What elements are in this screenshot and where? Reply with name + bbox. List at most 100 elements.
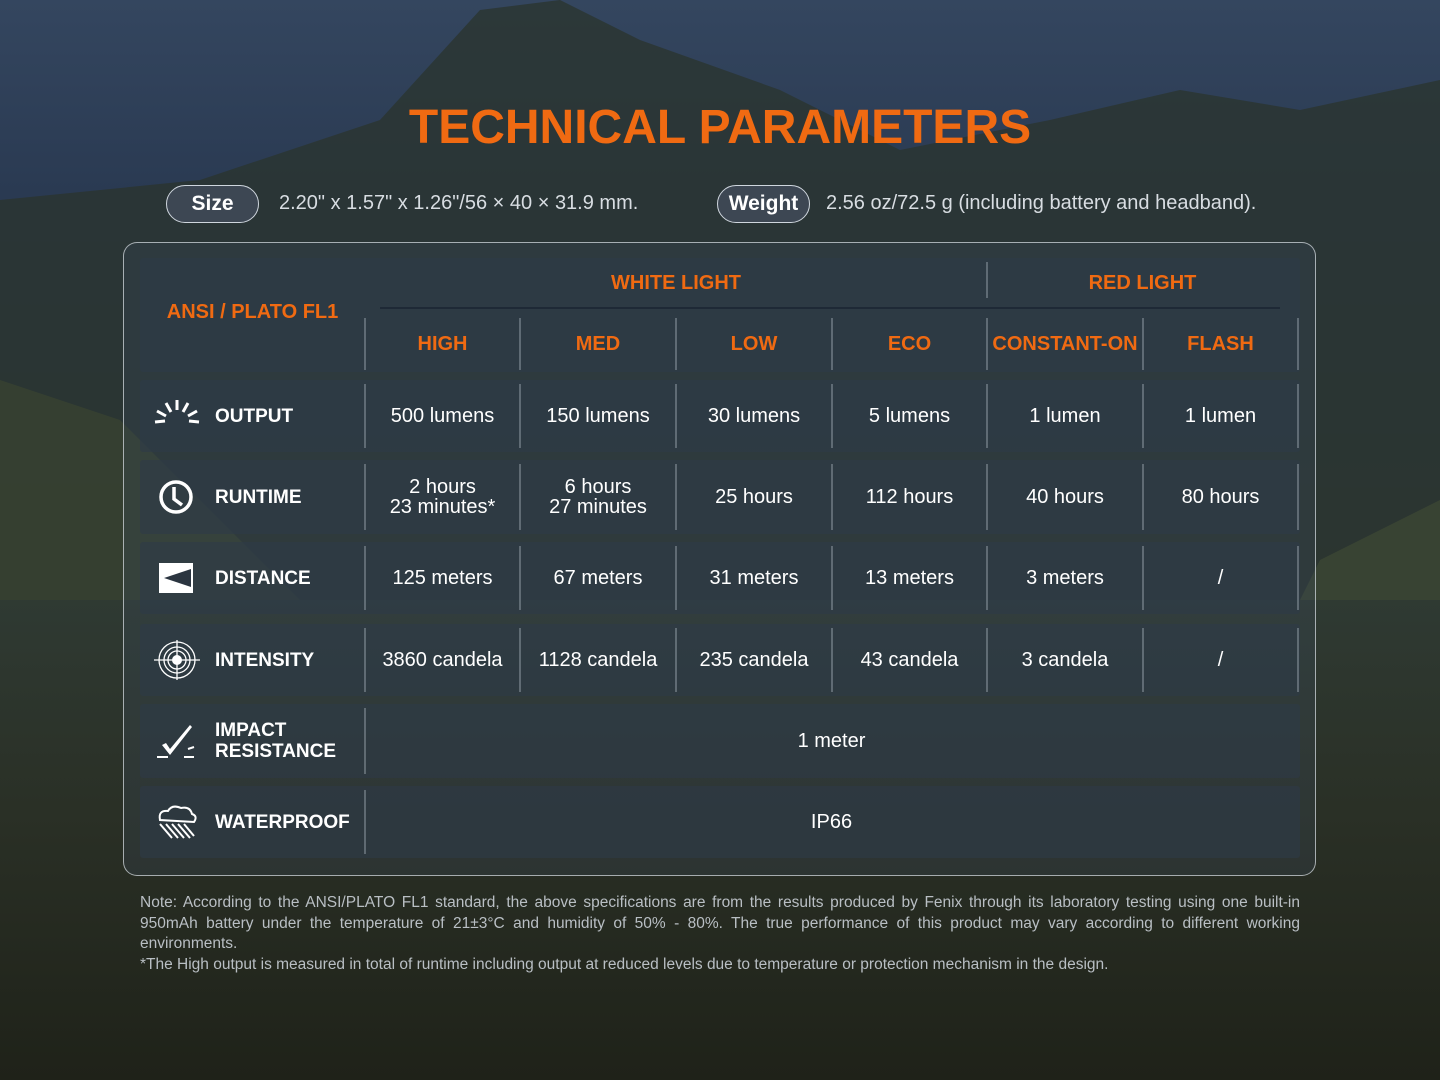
table-row: [140, 542, 1300, 614]
row-value: 2 hours 23 minutes*: [389, 476, 496, 518]
row-value: 500 lumens: [390, 405, 495, 427]
divider: [831, 464, 833, 530]
mode-header-flash: FLASH: [1187, 333, 1254, 355]
footnote: Note: According to the ANSI/PLATO FL1 st…: [140, 893, 1300, 975]
divider: [1142, 628, 1144, 692]
row-value: 125 meters: [392, 567, 493, 589]
mode-header-high: HIGH: [417, 333, 468, 355]
divider: [519, 628, 521, 692]
size-badge: Size: [166, 185, 259, 223]
table-row: [140, 624, 1300, 696]
row-label: WATERPROOF: [215, 811, 350, 833]
impact-icon: [157, 725, 195, 758]
row-value: 5 lumens: [868, 405, 951, 427]
divider: [1297, 464, 1299, 530]
header-row: [140, 258, 1300, 372]
divider: [1297, 318, 1299, 370]
row-value: 67 meters: [553, 567, 643, 589]
clock-icon: [159, 480, 193, 514]
divider: [1297, 384, 1299, 448]
row-value: 1 meter: [797, 730, 866, 752]
divider: [986, 464, 988, 530]
divider: [986, 546, 988, 610]
row-value: 1 lumen: [1184, 405, 1257, 427]
row-value: 112 hours: [865, 486, 954, 508]
row-value: /: [1217, 649, 1224, 671]
mode-header-constant-on: CONSTANT-ON: [992, 333, 1138, 355]
row-value: 6 hours 27 minutes: [549, 476, 647, 518]
divider: [364, 546, 366, 610]
mode-header-low: LOW: [730, 333, 778, 355]
divider: [986, 318, 988, 370]
row-value: 43 candela: [860, 649, 959, 671]
group-red-light: RED LIGHT: [1088, 272, 1197, 294]
weight-badge: Weight: [717, 185, 810, 223]
note-asterisk: *The High output is measured in total of…: [140, 955, 1109, 973]
beam-distance-icon: [159, 563, 193, 593]
row-value: IP66: [810, 811, 853, 833]
divider: [675, 384, 677, 448]
divider: [831, 318, 833, 370]
size-value: 2.20" x 1.57" x 1.26"/56 × 40 × 31.9 mm.: [279, 192, 639, 214]
row-value: 3860 candela: [382, 649, 503, 671]
row-label: DISTANCE: [215, 567, 311, 589]
divider: [675, 318, 677, 370]
row-label: OUTPUT: [215, 405, 294, 427]
divider: [1142, 464, 1144, 530]
mode-header-eco: ECO: [887, 333, 932, 355]
divider: [519, 464, 521, 530]
divider: [364, 628, 366, 692]
row-value: 1128 candela: [538, 649, 658, 671]
note-text: Note: According to the ANSI/PLATO FL1 st…: [140, 894, 1300, 952]
row-value: 3 meters: [1026, 567, 1104, 589]
row-value: 13 meters: [865, 567, 954, 589]
rain-cloud-icon: [158, 805, 197, 839]
table-row: [140, 786, 1300, 858]
row-value: 30 lumens: [707, 405, 801, 427]
table-row: [140, 460, 1300, 534]
row-value: 31 meters: [709, 567, 799, 589]
divider: [1297, 546, 1299, 610]
divider: [519, 384, 521, 448]
row-value: 150 lumens: [546, 405, 650, 427]
row-label: IMPACT RESISTANCE: [215, 720, 337, 762]
divider: [380, 307, 1280, 309]
divider: [364, 384, 366, 448]
row-value: 3 candela: [1021, 649, 1109, 671]
divider: [519, 318, 521, 370]
page-title: TECHNICAL PARAMETERS: [408, 101, 1032, 154]
row-label: INTENSITY: [215, 649, 315, 671]
divider: [986, 384, 988, 448]
divider: [364, 318, 366, 370]
divider: [1142, 384, 1144, 448]
divider: [364, 708, 366, 774]
divider: [1142, 318, 1144, 370]
divider: [675, 546, 677, 610]
row-value: 1 lumen: [1029, 405, 1101, 427]
divider: [1297, 628, 1299, 692]
divider: [364, 790, 366, 854]
divider: [519, 546, 521, 610]
table-row: [140, 704, 1300, 778]
divider: [986, 262, 988, 298]
sunburst-icon: [154, 400, 200, 424]
divider: [831, 384, 833, 448]
mode-header-med: MED: [575, 333, 621, 355]
group-white-light: WHITE LIGHT: [611, 272, 741, 294]
row-value: 80 hours: [1181, 486, 1260, 508]
table-row: [140, 380, 1300, 452]
divider: [831, 546, 833, 610]
target-icon: [154, 640, 200, 680]
divider: [364, 464, 366, 530]
divider: [831, 628, 833, 692]
divider: [1142, 546, 1144, 610]
row-label: RUNTIME: [215, 486, 302, 508]
divider: [986, 628, 988, 692]
row-value: 40 hours: [1026, 486, 1104, 508]
divider: [675, 464, 677, 530]
weight-value: 2.56 oz/72.5 g (including battery and he…: [826, 192, 1257, 214]
divider: [675, 628, 677, 692]
row-value: /: [1217, 567, 1224, 589]
corner-header: ANSI / PLATO FL1: [166, 301, 339, 323]
row-value: 235 candela: [699, 649, 809, 671]
